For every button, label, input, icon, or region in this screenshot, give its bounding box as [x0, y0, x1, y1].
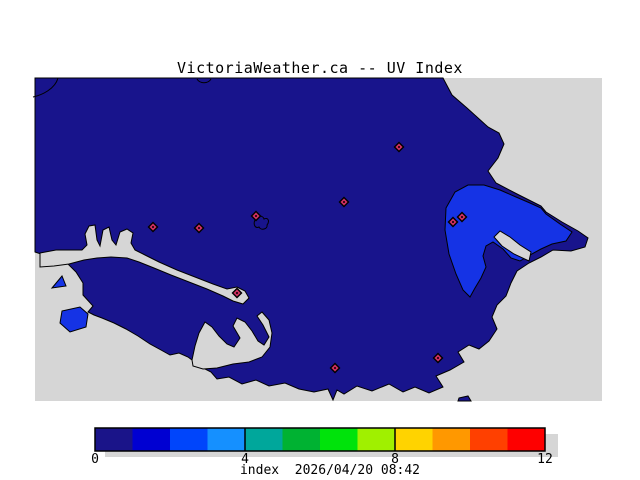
station-marker — [329, 362, 341, 374]
islet-triangle — [50, 275, 67, 289]
colorbar-segment — [507, 428, 546, 451]
top-edge-curve — [196, 78, 212, 84]
colorbar-segment — [395, 428, 433, 451]
colorbar-tick-lines — [244, 428, 396, 451]
colorbar-tick-label: 12 — [537, 452, 553, 467]
station-marker — [193, 222, 205, 234]
station-marker — [432, 352, 444, 364]
colorbar-segment — [282, 428, 321, 451]
colorbar-segment — [357, 428, 396, 451]
contour-arc — [32, 77, 59, 98]
map-canvas — [32, 77, 602, 402]
station-center-dot — [255, 215, 257, 217]
colorbar-segment — [170, 428, 208, 451]
colorbar-tick-labels: 0 4 8 12 — [91, 452, 553, 467]
station-marker — [456, 211, 468, 223]
colorbar-segment — [132, 428, 171, 451]
station-markers — [147, 141, 468, 374]
station-center-dot — [152, 226, 154, 228]
colorbar-caption: index 2026/04/20 08:42 — [240, 463, 420, 478]
colorbar-tick-label: 8 — [391, 452, 399, 467]
colorbar-segment — [470, 428, 508, 451]
station-center-dot — [452, 221, 454, 223]
station-center-dot — [398, 146, 400, 148]
harbour-bay — [191, 311, 273, 370]
colorbar-segments — [95, 428, 546, 451]
islet-south — [457, 395, 472, 402]
station-marker — [250, 210, 262, 222]
colorbar: 0 4 8 12 index 2026/04/20 08:42 — [91, 427, 558, 478]
station-center-dot — [343, 201, 345, 203]
colorbar-tick-label: 4 — [241, 452, 249, 467]
colorbar-segment — [245, 428, 283, 451]
colorbar-segment — [95, 428, 133, 451]
colorbar-segment — [207, 428, 246, 451]
station-center-dot — [236, 292, 238, 294]
station-marker — [338, 196, 350, 208]
colorbar-segment — [320, 428, 358, 451]
station-marker — [447, 216, 459, 228]
station-marker — [231, 287, 243, 299]
station-marker — [147, 221, 159, 233]
station-center-dot — [334, 367, 336, 369]
station-center-dot — [461, 216, 463, 218]
bay-notch — [493, 230, 532, 262]
colorbar-segment — [432, 428, 471, 451]
station-marker — [393, 141, 405, 153]
colorbar-border — [94, 427, 546, 452]
landmass — [34, 77, 589, 402]
station-center-dot — [198, 227, 200, 229]
station-center-dot — [437, 357, 439, 359]
saanich-inlet-channel — [39, 224, 250, 305]
lake-outline — [253, 215, 269, 230]
uv-region-west-patch — [59, 306, 89, 333]
colorbar-tick-label: 0 — [91, 452, 99, 467]
map-title: VictoriaWeather.ca -- UV Index — [177, 59, 463, 77]
